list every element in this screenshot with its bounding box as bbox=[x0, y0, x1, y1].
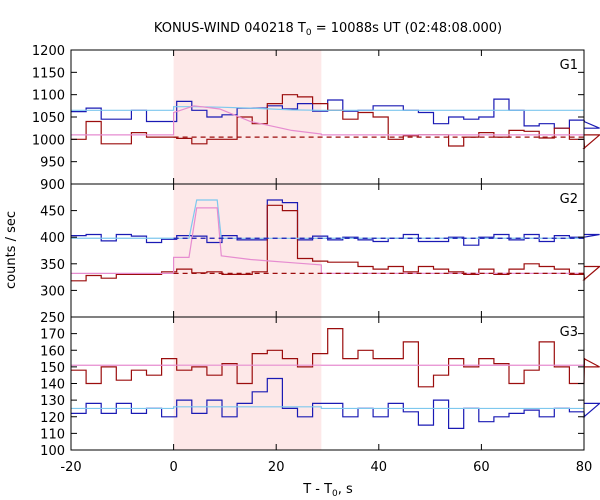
y-tick-label: 400 bbox=[40, 231, 65, 246]
panel-frame bbox=[70, 183, 585, 318]
model-lightblue-g1 bbox=[71, 106, 584, 111]
panel-frame bbox=[70, 49, 585, 185]
model-pink-g2 bbox=[71, 207, 584, 274]
y-tick-label: 110 bbox=[40, 427, 65, 442]
model-pink-g1 bbox=[71, 105, 584, 136]
y-tick-label: 1050 bbox=[32, 111, 65, 126]
y-tick-label: 100 bbox=[40, 444, 65, 459]
x-tick-label: 20 bbox=[268, 460, 285, 475]
y-tick-label: 150 bbox=[40, 361, 65, 376]
panel-label: G3 bbox=[560, 325, 578, 340]
model-lightblue-g2 bbox=[71, 199, 584, 239]
x-tick-label: 80 bbox=[576, 460, 593, 475]
y-tick-label: 450 bbox=[40, 205, 65, 220]
y-tick-label: 160 bbox=[40, 344, 65, 359]
series-blue-g3 bbox=[71, 377, 600, 429]
series-red-g3 bbox=[71, 328, 600, 388]
x-axis-label: T - T0, s bbox=[302, 482, 353, 499]
series-red-g2 bbox=[71, 204, 600, 282]
series-blue-g1 bbox=[71, 98, 600, 129]
y-tick-label: 130 bbox=[40, 394, 65, 409]
y-tick-label: 120 bbox=[40, 411, 65, 426]
panel-g1: 900 950 1000 1050 1100 1150 1200 G1 bbox=[32, 44, 600, 193]
x-tick-label: 0 bbox=[169, 460, 177, 475]
model-lightblue-g3 bbox=[71, 406, 584, 410]
panel-g2: 250 300 350 400 450 G2 bbox=[40, 183, 600, 326]
y-tick-label: 950 bbox=[40, 156, 65, 171]
y-tick-label: 250 bbox=[40, 311, 65, 326]
y-tick-label: 900 bbox=[40, 178, 65, 193]
x-tick-label: -20 bbox=[60, 460, 81, 475]
y-tick-label: 1100 bbox=[32, 89, 65, 104]
y-tick-label: 1200 bbox=[32, 44, 65, 59]
y-tick-label: 350 bbox=[40, 258, 65, 273]
y-tick-label: 1000 bbox=[32, 133, 65, 148]
plot-area: 90095010001050110011501200G1250300350400… bbox=[32, 44, 600, 475]
x-tick-label: 40 bbox=[371, 460, 388, 475]
y-tick-label: 1150 bbox=[32, 66, 65, 81]
y-tick-label: 140 bbox=[40, 378, 65, 393]
y-tick-label: 170 bbox=[40, 328, 65, 343]
y-tick-label: 300 bbox=[40, 284, 65, 299]
y-axis-label: counts / sec bbox=[4, 211, 19, 289]
panel-label: G1 bbox=[560, 58, 578, 73]
x-tick-label: 60 bbox=[473, 460, 490, 475]
chart-title: KONUS-WIND 040218 T0 = 10088s UT (02:48:… bbox=[154, 21, 502, 38]
panel-label: G2 bbox=[560, 192, 578, 207]
